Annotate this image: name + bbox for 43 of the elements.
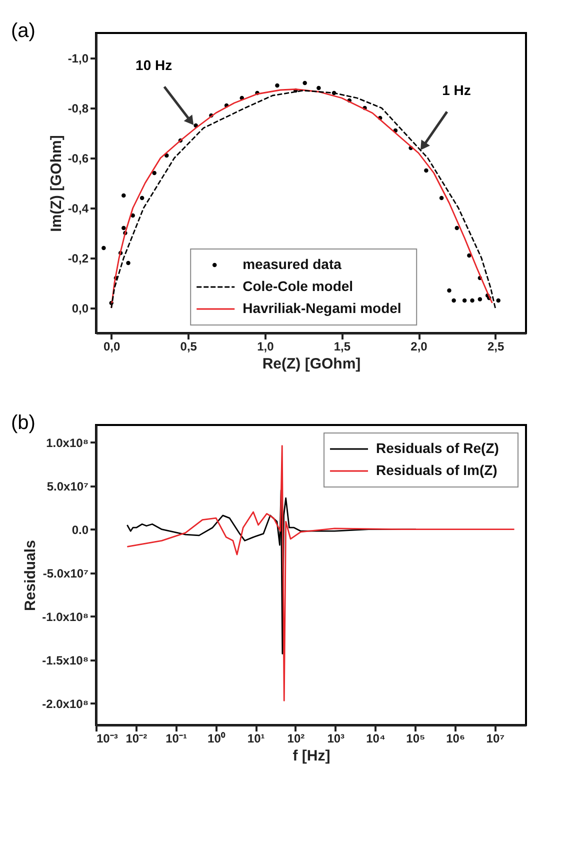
x-tick-label: 10⁶ xyxy=(446,732,465,746)
x-tick-label: 10⁵ xyxy=(406,732,426,746)
y-tick-label: 0.0 xyxy=(72,522,89,537)
x-tick-label: 2,5 xyxy=(487,340,504,354)
x-tick-label: 2,0 xyxy=(410,340,428,354)
y-axis-title: Residuals xyxy=(22,540,40,611)
legend-label: Residuals of Im(Z) xyxy=(376,462,498,478)
x-tick-label: 10¹ xyxy=(247,732,265,746)
x-tick-label: 0,0 xyxy=(104,340,121,354)
x-axis-title: Re(Z) [GOhm] xyxy=(262,356,361,372)
y-tick-label: -1,0 xyxy=(68,52,89,66)
y-tick-label: 0,0 xyxy=(72,302,89,316)
y-tick-label: -0,4 xyxy=(68,202,89,216)
annotation: 10 Hz xyxy=(136,57,172,73)
x-tick-label: 10³ xyxy=(327,732,345,746)
annotation: 1 Hz xyxy=(442,82,471,98)
y-tick-label: -1.0x10⁸ xyxy=(42,610,88,624)
y-tick-label: -0,6 xyxy=(68,152,89,166)
x-axis-title: f [Hz] xyxy=(292,748,330,764)
x-tick-label: 10⁰ xyxy=(208,732,226,746)
legend-label: measured data xyxy=(242,256,342,272)
x-tick-label: 10⁷ xyxy=(486,732,505,746)
legend-label: Cole-Cole model xyxy=(242,278,354,294)
y-tick-label: 5.0x10⁷ xyxy=(46,479,89,494)
x-tick-label: 1,5 xyxy=(334,340,351,354)
y-tick-label: -2.0x10⁸ xyxy=(42,696,88,711)
text: (a) xyxy=(11,20,36,42)
y-tick-label: -0,2 xyxy=(68,252,89,266)
x-tick-label: 1,0 xyxy=(257,340,274,354)
x-tick-label: 10⁴ xyxy=(366,732,386,746)
legend-label: Residuals of Re(Z) xyxy=(376,440,499,456)
text: (b) xyxy=(11,412,36,434)
x-tick-label: 10⁻¹ xyxy=(166,732,187,746)
y-tick-label: 1.0x10⁸ xyxy=(46,436,88,450)
x-tick-label: 10⁻² xyxy=(126,732,148,746)
x-tick-label: 0,5 xyxy=(180,340,198,354)
x-tick-label: 10² xyxy=(287,732,305,746)
y-tick-label: -1.5x10⁸ xyxy=(42,653,88,668)
y-tick-label: -0,8 xyxy=(68,102,89,116)
y-axis-title: Im(Z) [GOhm] xyxy=(48,135,65,232)
legend-label: Havriliak-Negami model xyxy=(242,300,402,316)
y-tick-label: -5.0x10⁷ xyxy=(42,566,89,580)
x-tick-label: 10⁻³ xyxy=(96,732,118,746)
